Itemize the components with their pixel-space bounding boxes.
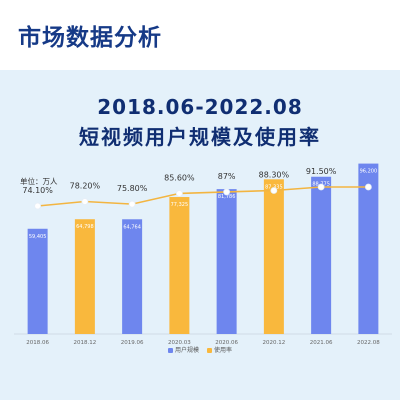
rate-point-1 [81, 198, 89, 205]
legend-label-users: 用户规模 [175, 347, 200, 354]
legend-swatch-rate [206, 348, 212, 353]
bar-3 [169, 197, 190, 334]
legend-swatch-users [168, 348, 174, 353]
header-band [0, 0, 400, 70]
x-tick-label-5: 2020.12 [263, 340, 286, 346]
rate-label-1: 78.20% [70, 182, 101, 191]
x-tick-label-1: 2018.12 [74, 340, 97, 346]
rate-line [37, 186, 369, 207]
rate-label-0: 74.10% [22, 186, 53, 195]
rate-point-5 [270, 187, 278, 194]
rate-point-7 [364, 183, 372, 191]
rate-label-4: 87% [218, 172, 236, 181]
x-tick-label-4: 2020.06 [215, 340, 238, 346]
bar-5 [263, 179, 284, 334]
bar-value-label-2: 64,764 [123, 224, 141, 230]
bar-1 [74, 219, 95, 334]
rate-point-4 [223, 188, 231, 196]
page-title: 市场数据分析 [18, 25, 162, 51]
unit-label: 单位：万人 [20, 177, 58, 186]
rate-label-5: 88.30% [259, 170, 290, 179]
bar-0 [27, 228, 48, 334]
bar-7 [358, 163, 379, 334]
rate-point-0 [34, 202, 42, 210]
rate-point-6 [317, 183, 325, 191]
rate-point-2 [128, 200, 136, 208]
chart-title: 2018.06-2022.08 [97, 95, 303, 119]
x-tick-label-2: 2019.06 [121, 340, 144, 346]
x-tick-label-3: 2020.03 [168, 340, 191, 346]
bar-2 [122, 219, 143, 334]
x-tick-label-6: 2021.06 [310, 340, 333, 346]
legend-label-rate: 使用率 [213, 347, 232, 354]
bar-6 [311, 176, 332, 334]
rate-label-6: 91.50% [306, 167, 337, 176]
x-tick-label-0: 2018.06 [26, 340, 49, 346]
legend: 用户规模 使用率 [0, 345, 400, 354]
bar-value-label-1: 64,798 [76, 224, 94, 230]
legend-item-rate: 使用率 [206, 345, 232, 354]
bar-value-label-4: 81,786 [218, 194, 236, 200]
rate-point-3 [175, 190, 183, 197]
chart-subtitle: 短视频用户规模及使用率 [79, 125, 321, 149]
bar-value-label-0: 59,405 [29, 234, 47, 240]
rate-label-2: 75.80% [117, 184, 148, 193]
rate-label-3: 85.60% [164, 173, 195, 182]
bar-4 [216, 189, 237, 334]
x-tick-label-7: 2022.08 [357, 340, 380, 346]
bar-value-label-7: 96,200 [360, 169, 378, 175]
bar-value-label-3: 77,325 [171, 202, 189, 208]
legend-item-users: 用户规模 [168, 345, 199, 354]
